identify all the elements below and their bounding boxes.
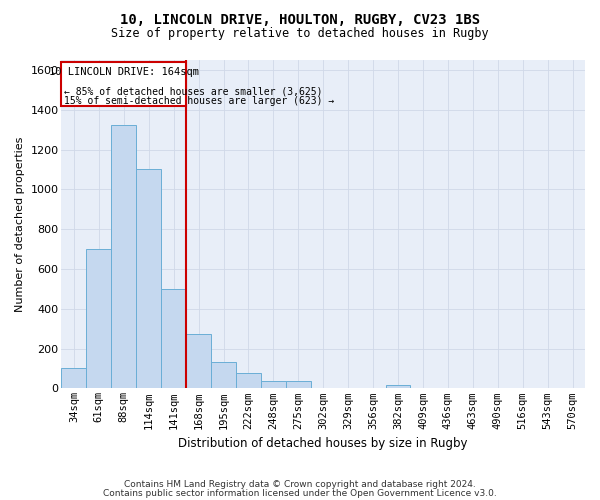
Text: ← 85% of detached houses are smaller (3,625): ← 85% of detached houses are smaller (3,…: [64, 87, 322, 97]
Bar: [136, 170, 161, 388]
X-axis label: Distribution of detached houses by size in Rugby: Distribution of detached houses by size …: [178, 437, 468, 450]
Bar: [286, 382, 311, 388]
Bar: [386, 386, 410, 388]
Text: 10 LINCOLN DRIVE: 164sqm: 10 LINCOLN DRIVE: 164sqm: [49, 67, 199, 77]
Text: Contains HM Land Registry data © Crown copyright and database right 2024.: Contains HM Land Registry data © Crown c…: [124, 480, 476, 489]
Bar: [112, 124, 136, 388]
Y-axis label: Number of detached properties: Number of detached properties: [15, 136, 25, 312]
Bar: [211, 362, 236, 388]
Bar: [186, 334, 211, 388]
Bar: [86, 249, 112, 388]
FancyBboxPatch shape: [61, 62, 186, 106]
Bar: [161, 289, 186, 388]
Text: Size of property relative to detached houses in Rugby: Size of property relative to detached ho…: [111, 28, 489, 40]
Text: 15% of semi-detached houses are larger (623) →: 15% of semi-detached houses are larger (…: [64, 96, 334, 106]
Bar: [261, 382, 286, 388]
Bar: [236, 374, 261, 388]
Text: 10, LINCOLN DRIVE, HOULTON, RUGBY, CV23 1BS: 10, LINCOLN DRIVE, HOULTON, RUGBY, CV23 …: [120, 12, 480, 26]
Text: Contains public sector information licensed under the Open Government Licence v3: Contains public sector information licen…: [103, 490, 497, 498]
Bar: [61, 368, 86, 388]
